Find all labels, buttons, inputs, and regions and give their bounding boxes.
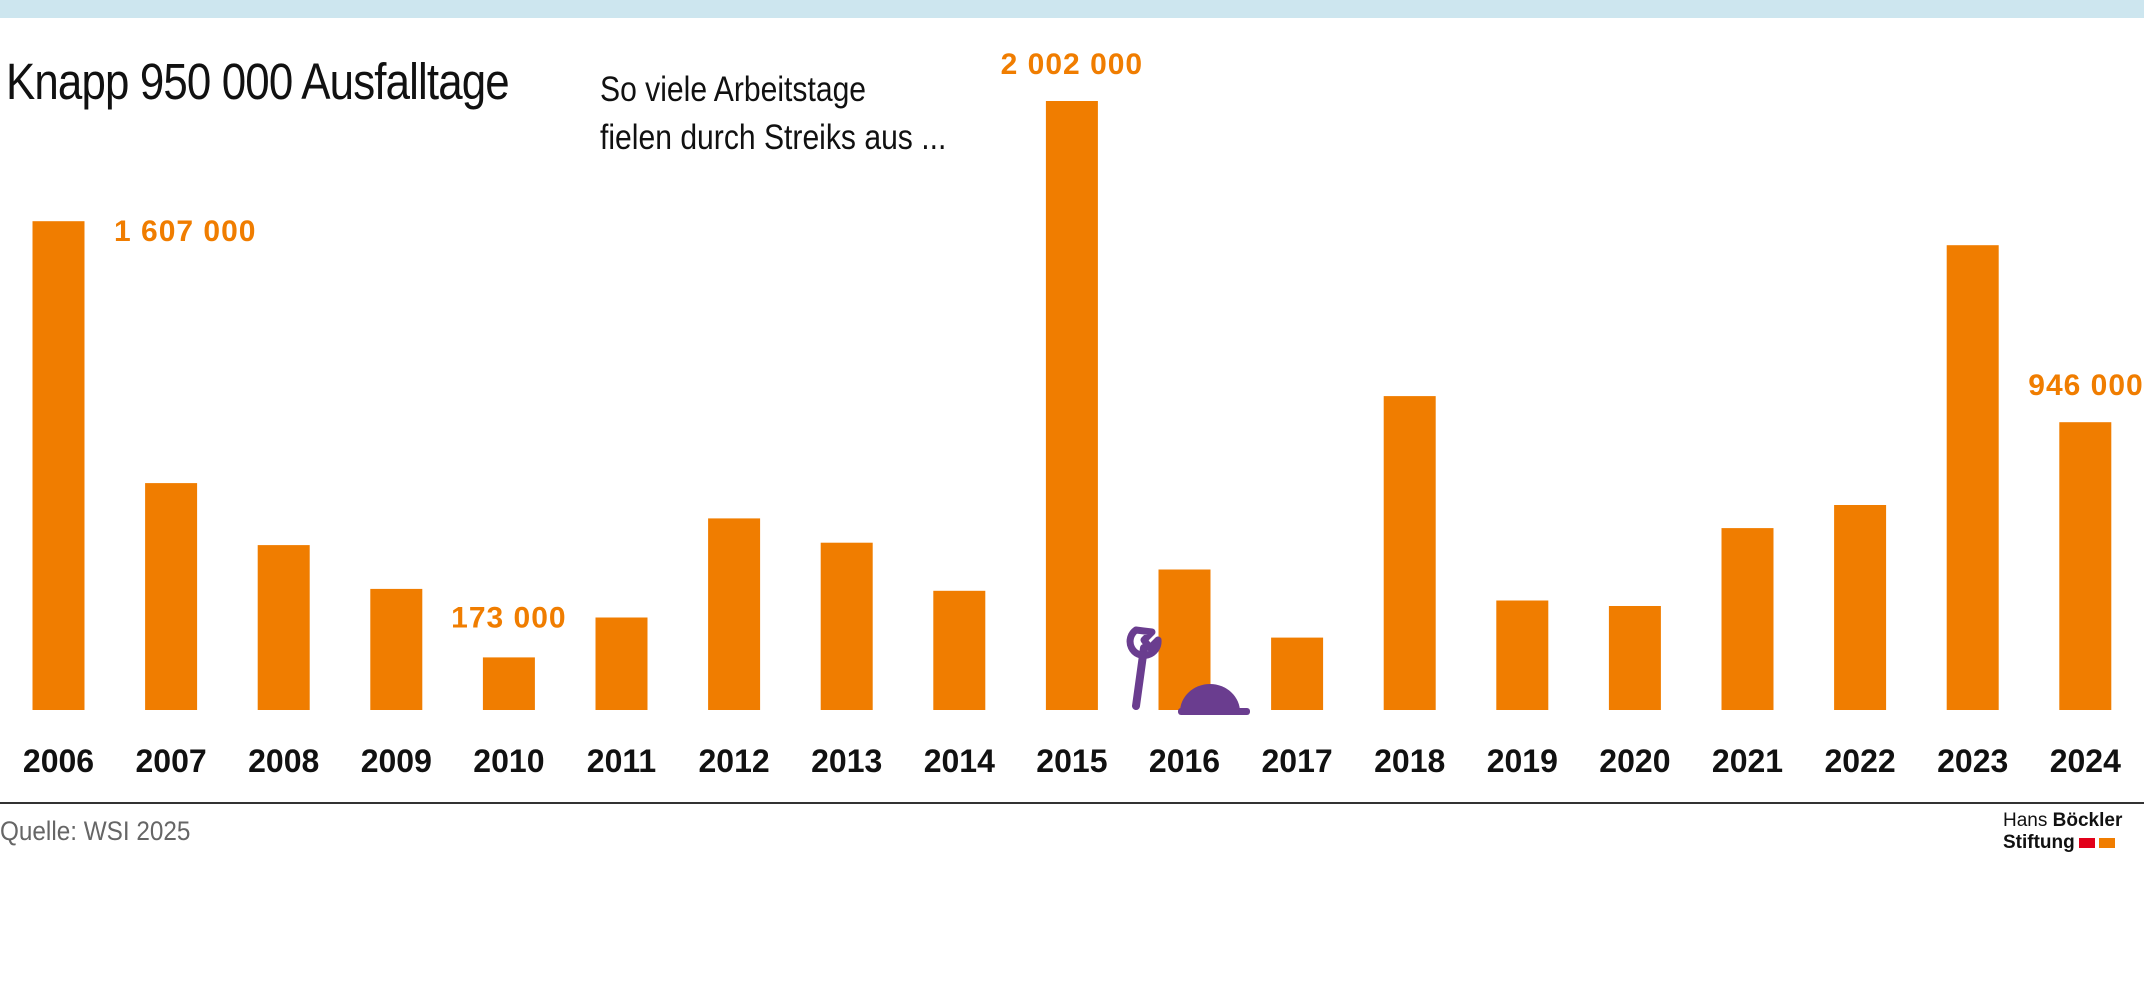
x-tick-2022: 2022	[1825, 743, 1896, 779]
logo-line-2: Stiftung	[2003, 832, 2133, 854]
x-tick-2015: 2015	[1036, 743, 1107, 779]
chart-subtitle: So viele Arbeitstage fielen durch Streik…	[600, 66, 970, 162]
bar-2019	[1496, 600, 1549, 710]
bar-2008	[257, 545, 310, 710]
data-label-2015: 2 002 000	[1001, 48, 1143, 81]
bar-2020	[1608, 606, 1661, 710]
bars-group	[32, 101, 2112, 710]
hard-hat-dome	[1180, 684, 1240, 712]
logo-orange-block	[2098, 838, 2115, 848]
logo-line-1: Hans Böckler	[2003, 810, 2133, 832]
bar-2012	[708, 518, 761, 710]
bar-2017	[1271, 637, 1324, 710]
logo-word-hans: Hans	[2003, 810, 2053, 831]
bar-2021	[1721, 528, 1774, 710]
bar-2007	[145, 483, 198, 710]
bar-2006	[32, 221, 85, 710]
x-tick-2023: 2023	[1937, 743, 2008, 779]
x-tick-2016: 2016	[1149, 743, 1220, 779]
x-tick-2018: 2018	[1374, 743, 1445, 779]
x-axis-ticks: 2006 2007 2008 2009 2010 2011 2012 2013 2014 2015…	[23, 743, 2121, 779]
data-label-2006: 1 607 000	[114, 215, 256, 248]
hans-boeckler-logo: Hans Böckler Stiftung	[2003, 810, 2133, 854]
x-tick-2008: 2008	[248, 743, 319, 779]
x-tick-2021: 2021	[1712, 743, 1783, 779]
x-tick-2013: 2013	[811, 743, 882, 779]
bar-2009	[370, 588, 423, 710]
x-tick-2014: 2014	[924, 743, 995, 779]
bar-2024	[2059, 422, 2112, 710]
data-label-2010: 173 000	[451, 601, 566, 634]
footer-rule	[0, 802, 2144, 804]
bar-2013	[820, 542, 873, 710]
x-tick-2009: 2009	[361, 743, 432, 779]
subtitle-line-2: fielen durch Streiks aus ...	[600, 118, 947, 157]
logo-red-block	[2078, 838, 2095, 848]
source-note: Quelle: WSI 2025	[0, 816, 191, 846]
bar-2015	[1045, 101, 1098, 710]
logo-word-stiftung: Stiftung	[2003, 832, 2075, 853]
hard-hat-icon	[1178, 684, 1250, 715]
page-title: Knapp 950 000 Ausfalltage	[6, 53, 510, 110]
wrench-icon	[1126, 626, 1162, 710]
x-tick-2024: 2024	[2050, 743, 2121, 779]
x-tick-2017: 2017	[1262, 743, 1333, 779]
bar-2010	[482, 657, 535, 710]
logo-word-boeckler: Böckler	[2052, 810, 2123, 831]
subtitle-line-1: So viele Arbeitstage	[600, 70, 867, 109]
x-tick-2012: 2012	[699, 743, 770, 779]
x-tick-2020: 2020	[1599, 743, 1670, 779]
x-tick-2007: 2007	[136, 743, 207, 779]
wrench-head	[1126, 626, 1162, 659]
data-label-2024: 946 000	[2028, 369, 2143, 402]
bar-2023	[1946, 245, 1999, 710]
bar-2022	[1834, 505, 1887, 710]
hard-hat-brim	[1178, 708, 1250, 715]
bar-2011	[595, 617, 648, 710]
x-tick-2019: 2019	[1487, 743, 1558, 779]
top-band	[0, 0, 2144, 18]
x-tick-2010: 2010	[473, 743, 544, 779]
bar-2014	[933, 590, 986, 710]
bar-2018	[1383, 396, 1436, 710]
bar-chart: 2006 2007 2008 2009 2010 2011 2012 2013 2014 2015…	[23, 48, 2143, 779]
data-labels: 1 607 000 173 000 2 002 000 946 000	[114, 48, 2143, 634]
x-tick-2011: 2011	[587, 743, 656, 779]
x-tick-2006: 2006	[23, 743, 94, 779]
